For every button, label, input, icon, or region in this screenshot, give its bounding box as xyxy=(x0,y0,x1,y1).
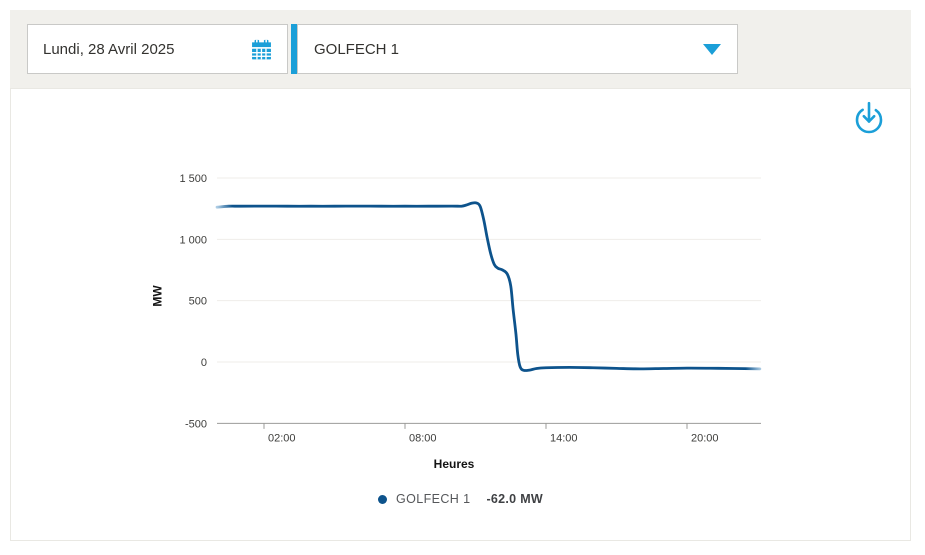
date-picker[interactable]: Lundi, 28 Avril 2025 xyxy=(27,24,288,74)
date-picker-value: Lundi, 28 Avril 2025 xyxy=(43,40,175,58)
svg-text:1 000: 1 000 xyxy=(179,234,207,246)
svg-text:1 500: 1 500 xyxy=(179,173,207,185)
legend-series-name: GOLFECH 1 xyxy=(395,492,471,506)
chart-card: 1 500 1 000 500 0 -500 02:00 08:00 14:00 20:00 M… xyxy=(10,88,911,541)
chart-legend: GOLFECH 1 -62.0 MW xyxy=(11,492,910,506)
unit-select[interactable]: GOLFECH 1 xyxy=(297,24,738,74)
svg-text:0: 0 xyxy=(201,357,207,369)
legend-marker xyxy=(377,494,387,504)
select-accent-bar xyxy=(291,24,297,74)
controls-bar: Lundi, 28 Avril 2025 xyxy=(10,10,911,88)
calendar-icon[interactable] xyxy=(251,39,272,60)
svg-text:14:00: 14:00 xyxy=(550,432,578,444)
svg-text:-500: -500 xyxy=(185,418,207,430)
download-icon xyxy=(855,101,883,134)
svg-text:08:00: 08:00 xyxy=(409,432,437,444)
chevron-down-icon xyxy=(703,43,721,55)
y-axis-title: MW xyxy=(151,285,165,307)
svg-text:20:00: 20:00 xyxy=(691,432,719,444)
download-button[interactable] xyxy=(851,99,887,139)
unit-select-wrap: GOLFECH 1 xyxy=(291,24,738,74)
legend-value: -62.0 MW xyxy=(486,492,544,506)
unit-select-value: GOLFECH 1 xyxy=(314,40,400,58)
x-axis-title: Heures xyxy=(434,457,475,471)
production-line-chart: 1 500 1 000 500 0 -500 02:00 08:00 14:00 20:00 M… xyxy=(151,173,762,471)
svg-text:500: 500 xyxy=(189,296,207,308)
svg-text:02:00: 02:00 xyxy=(268,432,296,444)
